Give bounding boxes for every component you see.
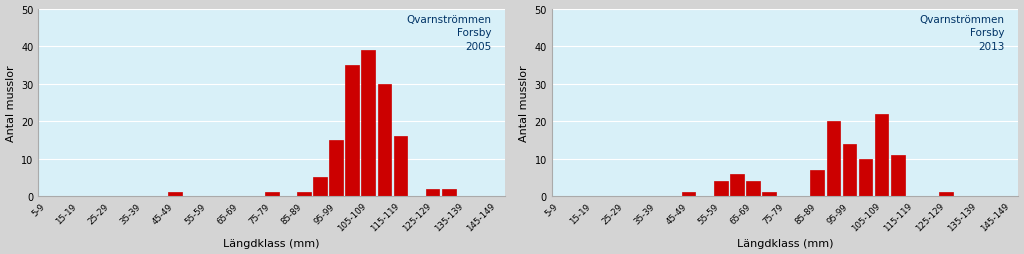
Bar [891,155,904,196]
Bar [859,159,872,196]
Bar [313,178,327,196]
Bar [168,193,182,196]
Bar [826,122,841,196]
Bar [361,51,375,196]
Bar [843,144,856,196]
Bar [939,193,953,196]
Bar [378,84,391,196]
Bar [746,181,760,196]
Text: Qvarnströmmen
Forsby
2013: Qvarnströmmen Forsby 2013 [920,15,1005,51]
Bar [442,189,456,196]
Bar [682,193,695,196]
Y-axis label: Antal musslor: Antal musslor [5,65,15,141]
X-axis label: Längdklass (mm): Längdklass (mm) [223,239,319,248]
Bar [330,140,343,196]
Bar [874,114,889,196]
Y-axis label: Antal musslor: Antal musslor [519,65,529,141]
Bar [345,66,359,196]
Bar [730,174,743,196]
Bar [265,193,279,196]
X-axis label: Längdklass (mm): Längdklass (mm) [737,239,834,248]
Bar [714,181,728,196]
Bar [762,193,776,196]
Bar [426,189,439,196]
Bar [810,170,824,196]
Bar [297,193,310,196]
Text: Qvarnströmmen
Forsby
2005: Qvarnströmmen Forsby 2005 [407,15,492,51]
Bar [393,137,408,196]
